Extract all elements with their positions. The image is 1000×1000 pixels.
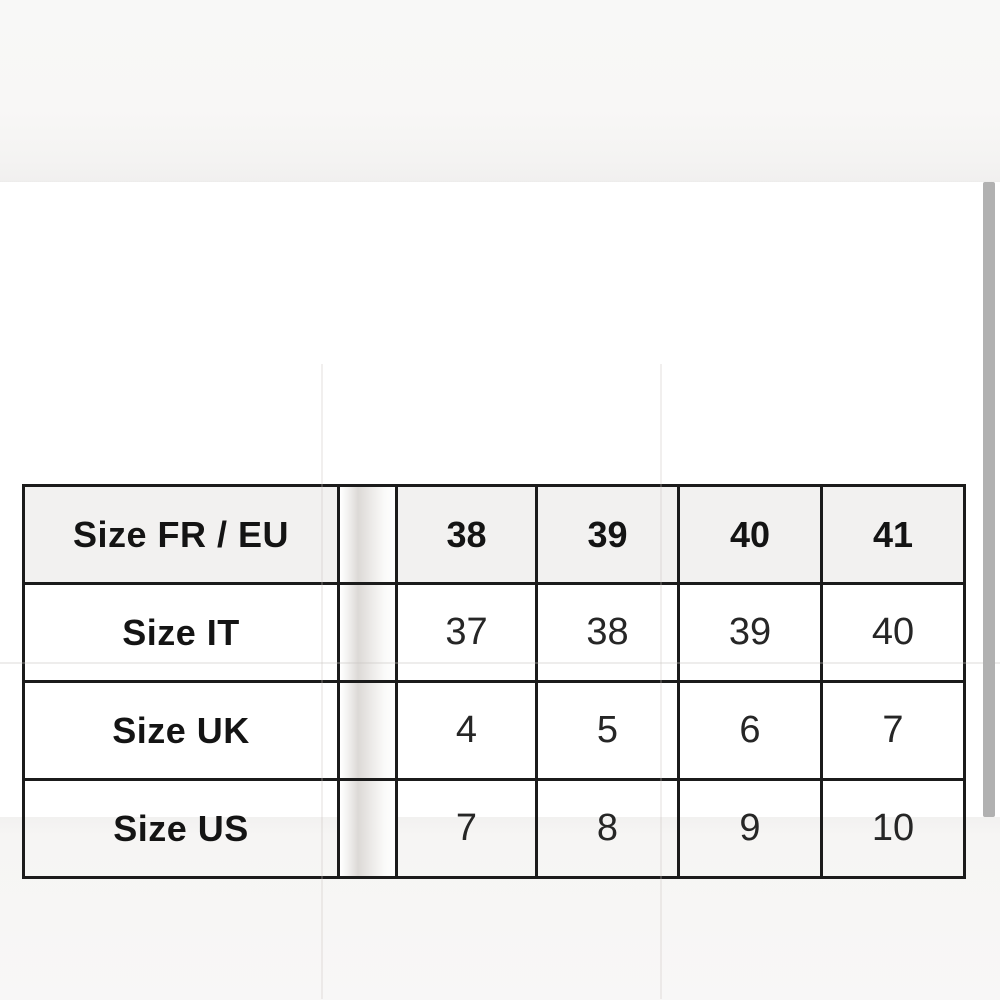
gap-cell [337, 582, 398, 683]
size-value: 6 [677, 680, 823, 781]
size-value: 10 [820, 778, 966, 879]
table-row: Size IT 37 38 39 40 [22, 582, 966, 683]
size-value: 9 [677, 778, 823, 879]
size-value: 4 [395, 680, 538, 781]
row-label: Size US [22, 778, 340, 879]
top-background-band [0, 0, 1000, 182]
row-label: Size UK [22, 680, 340, 781]
gap-cell [337, 680, 398, 781]
gap-cell [337, 484, 398, 585]
size-value: 7 [820, 680, 966, 781]
size-value: 5 [535, 680, 680, 781]
gap-cell [337, 778, 398, 879]
size-value: 40 [677, 484, 823, 585]
size-value: 38 [535, 582, 680, 683]
size-value: 39 [677, 582, 823, 683]
size-value: 7 [395, 778, 538, 879]
size-value: 37 [395, 582, 538, 683]
size-value: 38 [395, 484, 538, 585]
size-chart-photo-panel: Size FR / EU 38 39 40 41 Size IT 37 38 3… [0, 182, 1000, 999]
vertical-scrollbar-thumb[interactable] [983, 182, 995, 817]
table-row: Size UK 4 5 6 7 [22, 680, 966, 781]
table-row: Size FR / EU 38 39 40 41 [22, 484, 966, 585]
table-row: Size US 7 8 9 10 [22, 778, 966, 879]
row-label: Size FR / EU [22, 484, 340, 585]
size-value: 39 [535, 484, 680, 585]
size-chart-table: Size FR / EU 38 39 40 41 Size IT 37 38 3… [22, 484, 966, 879]
row-label: Size IT [22, 582, 340, 683]
size-value: 8 [535, 778, 680, 879]
size-value: 40 [820, 582, 966, 683]
size-value: 41 [820, 484, 966, 585]
